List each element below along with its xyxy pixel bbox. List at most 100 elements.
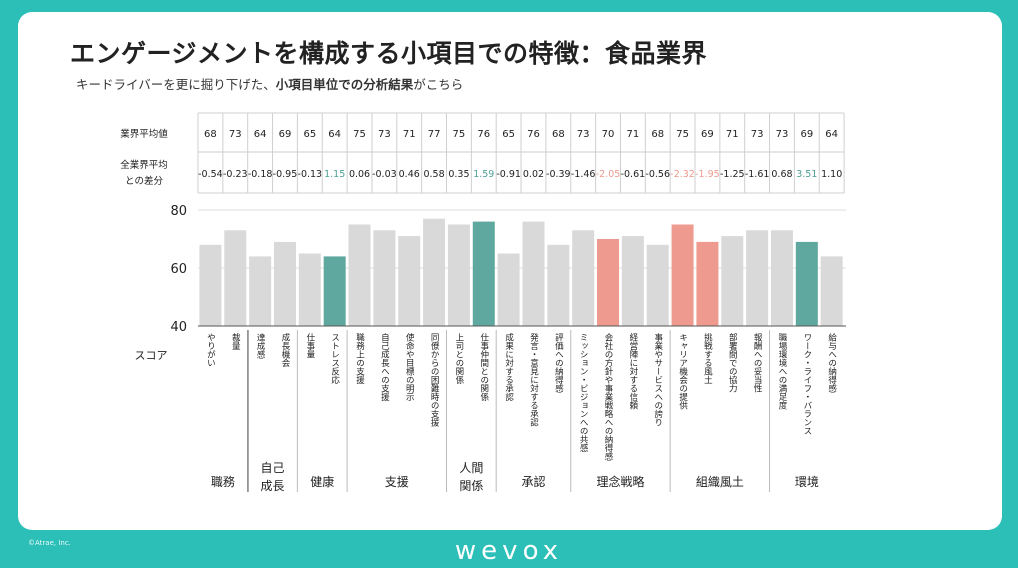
y-tick-label: 80: [170, 204, 187, 219]
wevox-logo: wevox: [454, 536, 564, 566]
category-label: 部署間での協力: [727, 332, 737, 393]
category-label: 自己成長への支援: [379, 332, 389, 402]
bar: [646, 244, 669, 326]
diff-value: -2.05: [596, 169, 621, 180]
bar: [721, 236, 744, 326]
group-label: 理念戦略: [596, 474, 644, 489]
diff-value: -2.32: [670, 169, 695, 180]
row-label-diff-line2: との差分: [125, 175, 163, 187]
page-subtitle: キードライバーを更に掘り下げた、小項目単位での分析結果がこちら: [76, 74, 463, 93]
average-value: 71: [403, 129, 416, 140]
diff-value: -0.61: [621, 169, 646, 180]
row-label-average: 業界平均値: [120, 128, 168, 140]
category-label: 給与への納得感: [827, 332, 837, 392]
diff-value: -0.95: [273, 169, 298, 180]
bar: [249, 256, 272, 326]
average-value: 73: [577, 129, 590, 140]
category-label: 仕事仲間との関係: [479, 332, 489, 402]
category-label: ストレス反応: [330, 333, 340, 385]
bar: [273, 241, 296, 326]
average-value: 73: [776, 129, 789, 140]
diff-value: 0.46: [399, 169, 420, 180]
bar: [224, 230, 247, 326]
group-label: 支援: [385, 475, 409, 489]
copyright: ©Atrae, Inc.: [28, 539, 71, 547]
category-label: 職務上の支援: [355, 333, 365, 385]
average-value: 71: [627, 129, 640, 140]
category-label: 裁量: [230, 332, 240, 350]
category-label: やりがい: [205, 333, 215, 367]
subtitle-bold: 小項目単位での分析結果: [275, 77, 414, 92]
category-label: 報酬への妥当性: [752, 333, 762, 393]
bar: [423, 218, 446, 326]
diff-value: 1.10: [821, 169, 842, 180]
bar: [472, 221, 495, 326]
diff-value: -0.39: [546, 169, 571, 180]
diff-value: -1.95: [695, 169, 720, 180]
bar: [199, 244, 222, 326]
average-value: 76: [477, 129, 490, 140]
average-value: 64: [328, 129, 341, 140]
category-label: ワーク・ライフ・バランス: [802, 333, 812, 435]
diff-value: 0.58: [423, 169, 444, 180]
diff-value: -0.13: [298, 169, 323, 180]
category-label: 挑戦する風土: [702, 332, 712, 384]
category-label: 評価への納得感: [553, 332, 563, 392]
bar: [746, 230, 769, 326]
average-value: 68: [651, 129, 664, 140]
average-value: 69: [701, 129, 714, 140]
category-label: 使命や目標の明示: [404, 332, 414, 401]
bar: [671, 224, 694, 326]
diff-value: -0.18: [248, 169, 273, 180]
average-value: 73: [751, 129, 764, 140]
diff-value: -0.23: [223, 169, 248, 180]
diff-value: -1.46: [571, 169, 596, 180]
average-value: 68: [552, 129, 565, 140]
diff-value: -0.91: [496, 169, 521, 180]
group-label-line1: 自己: [261, 461, 285, 475]
diff-value: 0.06: [349, 169, 370, 180]
subtitle-pre: キードライバーを更に掘り下げた、: [76, 77, 276, 92]
score-label: スコア: [135, 349, 168, 362]
group-label: 健康: [310, 474, 334, 489]
category-label: 経営陣に対する信頼: [628, 332, 638, 410]
diff-value: 0.35: [448, 169, 469, 180]
diff-value: 1.59: [473, 169, 494, 180]
subtitle-post: がこちら: [413, 77, 464, 92]
bar: [522, 221, 545, 326]
bar: [597, 239, 620, 326]
diff-value: -0.03: [372, 169, 397, 180]
group-label: 承認: [521, 474, 545, 489]
y-tick-label: 60: [170, 262, 187, 277]
category-label: 上司との関係: [454, 333, 464, 385]
row-label-diff-line1: 全業界平均: [120, 159, 168, 171]
category-label: 事業やサービスへの誇り: [653, 332, 663, 426]
average-value: 68: [204, 129, 217, 140]
average-value: 64: [825, 129, 838, 140]
average-value: 75: [676, 129, 689, 140]
bar: [795, 241, 818, 326]
bar: [447, 224, 470, 326]
category-label: 成長機会: [280, 332, 290, 368]
bar: [770, 230, 793, 326]
bar: [497, 253, 520, 326]
average-value: 71: [726, 129, 739, 140]
category-label: 達成感: [255, 332, 265, 358]
group-label-line2: 成長: [261, 479, 285, 493]
diff-value: 0.68: [771, 169, 792, 180]
average-value: 76: [527, 129, 540, 140]
group-label: 職務: [211, 475, 235, 489]
group-label-line1: 人間: [459, 461, 483, 475]
average-value: 77: [428, 129, 441, 140]
category-label: ミッション・ビジョンへの共感: [578, 333, 588, 452]
bar: [547, 244, 570, 326]
diff-value: 3.51: [796, 169, 817, 180]
diff-value: -0.56: [645, 169, 670, 180]
bar: [621, 236, 644, 326]
category-label: キャリア機会の提供: [678, 333, 688, 410]
diff-value: -1.25: [720, 169, 745, 180]
average-value: 73: [229, 129, 242, 140]
average-value: 73: [378, 129, 391, 140]
average-value: 69: [279, 129, 292, 140]
